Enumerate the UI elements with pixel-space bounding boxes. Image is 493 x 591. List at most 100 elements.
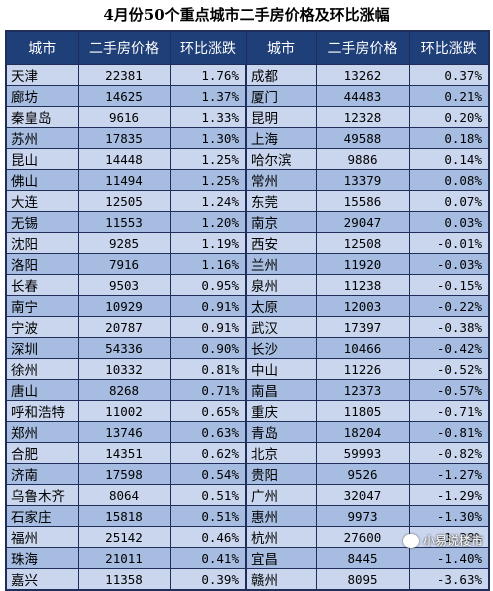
city-cell: 福州 bbox=[6, 527, 78, 548]
change-cell: 1.33% bbox=[170, 107, 246, 128]
city-cell: 珠海 bbox=[6, 548, 78, 569]
change-cell: -0.15% bbox=[409, 275, 489, 296]
price-cell: 14625 bbox=[78, 86, 170, 107]
city-cell: 沈阳 bbox=[6, 233, 78, 254]
change-cell: -3.63% bbox=[409, 569, 489, 591]
price-cell: 15818 bbox=[78, 506, 170, 527]
city-cell: 南宁 bbox=[6, 296, 78, 317]
wechat-icon bbox=[403, 534, 419, 548]
price-cell: 20787 bbox=[78, 317, 170, 338]
change-cell: -0.52% bbox=[409, 359, 489, 380]
city-cell: 中山 bbox=[246, 359, 316, 380]
price-cell: 17397 bbox=[316, 317, 409, 338]
city-cell: 唐山 bbox=[6, 380, 78, 401]
change-cell: 1.30% bbox=[170, 128, 246, 149]
city-cell: 昆明 bbox=[246, 107, 316, 128]
price-cell: 12003 bbox=[316, 296, 409, 317]
price-cell: 49588 bbox=[316, 128, 409, 149]
city-cell: 郑州 bbox=[6, 422, 78, 443]
watermark-text: 小易说楼市 bbox=[423, 532, 483, 549]
city-cell: 石家庄 bbox=[6, 506, 78, 527]
change-cell: 0.71% bbox=[170, 380, 246, 401]
city-cell: 无锡 bbox=[6, 212, 78, 233]
city-cell: 廊坊 bbox=[6, 86, 78, 107]
city-cell: 南京 bbox=[246, 212, 316, 233]
change-cell: -0.71% bbox=[409, 401, 489, 422]
change-cell: 0.41% bbox=[170, 548, 246, 569]
city-cell: 杭州 bbox=[246, 527, 316, 548]
city-cell: 大连 bbox=[6, 191, 78, 212]
change-cell: 0.14% bbox=[409, 149, 489, 170]
header-change-left: 环比涨跌 bbox=[170, 31, 246, 65]
change-cell: 0.54% bbox=[170, 464, 246, 485]
city-cell: 上海 bbox=[246, 128, 316, 149]
price-cell: 14448 bbox=[78, 149, 170, 170]
change-cell: 0.91% bbox=[170, 296, 246, 317]
price-cell: 59993 bbox=[316, 443, 409, 464]
city-cell: 重庆 bbox=[246, 401, 316, 422]
city-cell: 苏州 bbox=[6, 128, 78, 149]
change-cell: 0.08% bbox=[409, 170, 489, 191]
price-cell: 12505 bbox=[78, 191, 170, 212]
table-title: 4月份50个重点城市二手房价格及环比涨幅 bbox=[0, 0, 493, 28]
city-cell: 佛山 bbox=[6, 170, 78, 191]
city-cell: 厦门 bbox=[246, 86, 316, 107]
change-cell: 0.39% bbox=[170, 569, 246, 591]
city-cell: 乌鲁木齐 bbox=[6, 485, 78, 506]
price-cell: 8445 bbox=[316, 548, 409, 569]
change-cell: 0.46% bbox=[170, 527, 246, 548]
price-cell: 13746 bbox=[78, 422, 170, 443]
price-cell: 11238 bbox=[316, 275, 409, 296]
city-cell: 徐州 bbox=[6, 359, 78, 380]
change-cell: 0.62% bbox=[170, 443, 246, 464]
city-cell: 青岛 bbox=[246, 422, 316, 443]
city-cell: 天津 bbox=[6, 65, 78, 86]
change-cell: 0.37% bbox=[409, 65, 489, 86]
change-cell: -0.01% bbox=[409, 233, 489, 254]
price-cell: 11358 bbox=[78, 569, 170, 591]
change-cell: -0.81% bbox=[409, 422, 489, 443]
change-cell: -0.38% bbox=[409, 317, 489, 338]
city-cell: 太原 bbox=[246, 296, 316, 317]
city-cell: 长沙 bbox=[246, 338, 316, 359]
watermark: 小易说楼市 bbox=[403, 532, 483, 549]
price-cell: 15586 bbox=[316, 191, 409, 212]
change-cell: -0.57% bbox=[409, 380, 489, 401]
city-cell: 宁波 bbox=[6, 317, 78, 338]
header-price-right: 二手房价格 bbox=[316, 31, 409, 65]
change-cell: 0.07% bbox=[409, 191, 489, 212]
city-cell: 东莞 bbox=[246, 191, 316, 212]
change-cell: -0.03% bbox=[409, 254, 489, 275]
change-cell: -0.42% bbox=[409, 338, 489, 359]
change-cell: 1.20% bbox=[170, 212, 246, 233]
price-cell: 11494 bbox=[78, 170, 170, 191]
city-cell: 贵阳 bbox=[246, 464, 316, 485]
change-cell: -1.27% bbox=[409, 464, 489, 485]
price-cell: 44483 bbox=[316, 86, 409, 107]
price-cell: 25142 bbox=[78, 527, 170, 548]
city-cell: 赣州 bbox=[246, 569, 316, 591]
city-cell: 成都 bbox=[246, 65, 316, 86]
city-cell: 济南 bbox=[6, 464, 78, 485]
price-cell: 21011 bbox=[78, 548, 170, 569]
price-cell: 10332 bbox=[78, 359, 170, 380]
city-cell: 合肥 bbox=[6, 443, 78, 464]
price-cell: 9503 bbox=[78, 275, 170, 296]
price-cell: 22381 bbox=[78, 65, 170, 86]
price-cell: 9526 bbox=[316, 464, 409, 485]
